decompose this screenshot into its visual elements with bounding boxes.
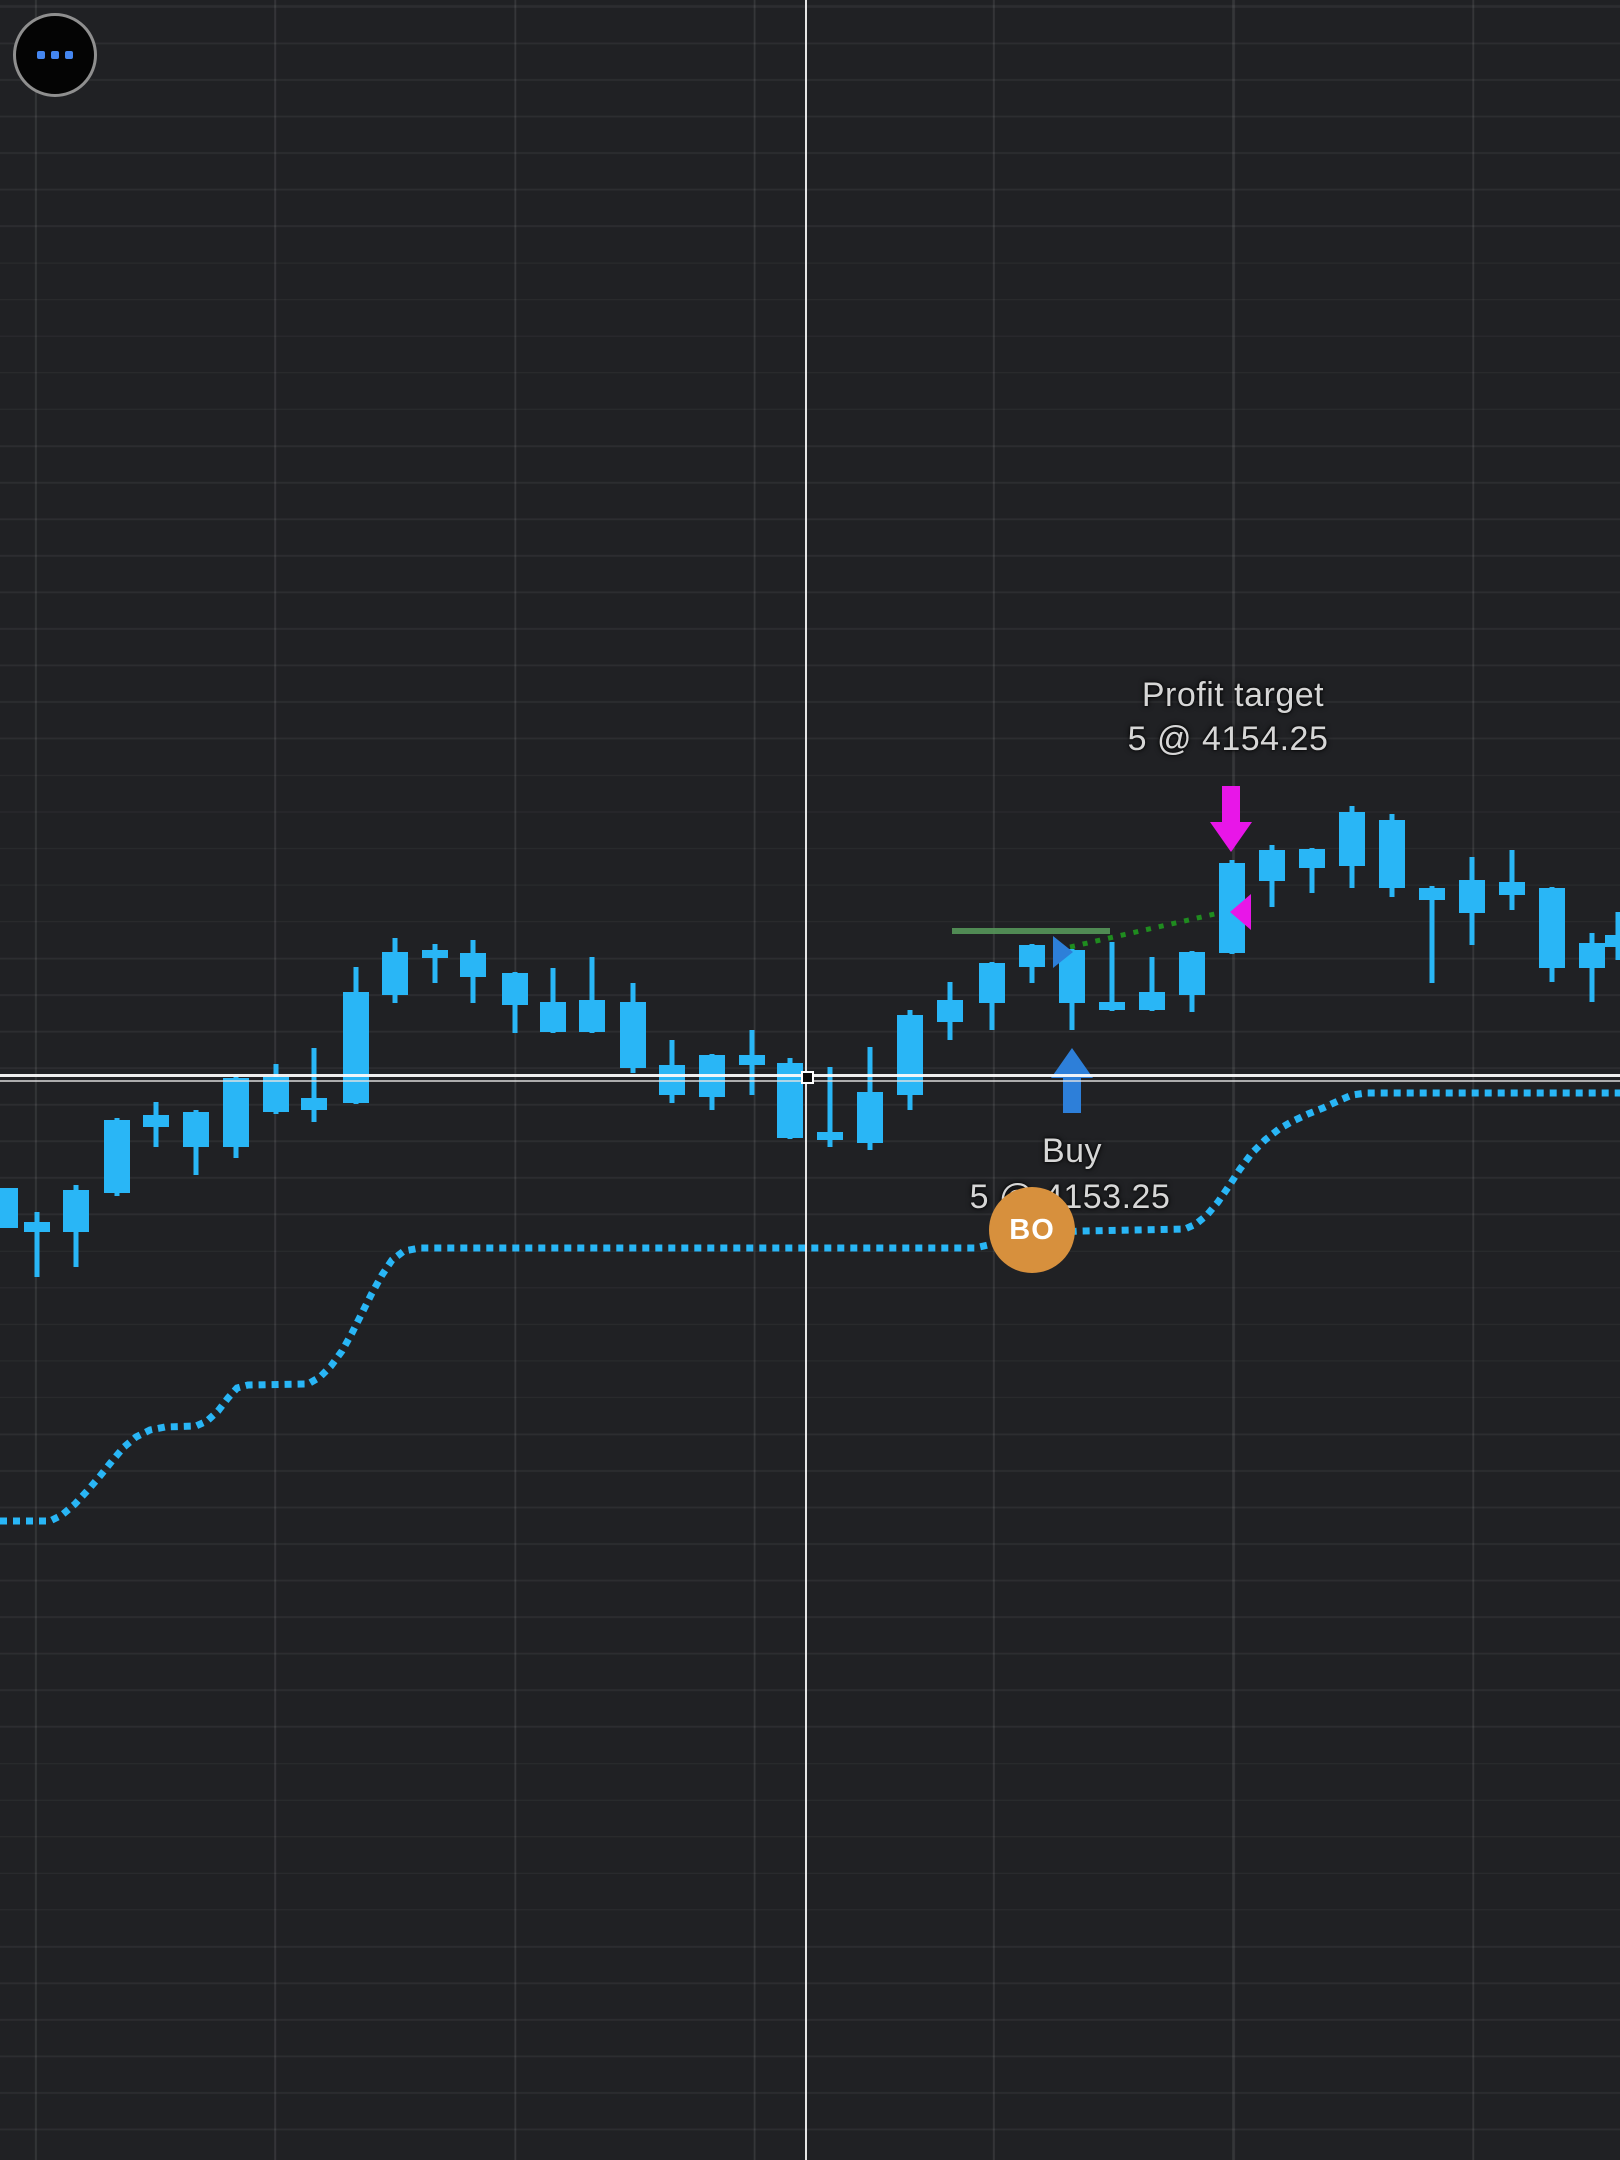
profit-target-qty-price: 5 @ 4154.25 xyxy=(1127,720,1329,758)
candle-body xyxy=(897,1015,923,1095)
buy-order-badge[interactable]: BO xyxy=(989,1187,1075,1273)
candle-body xyxy=(579,1000,605,1032)
candle-body xyxy=(63,1190,89,1232)
target-fill-triangle-left xyxy=(1230,894,1251,930)
candle-wick xyxy=(311,1048,317,1122)
candle-body xyxy=(540,1002,566,1032)
candle-wick xyxy=(1309,848,1315,893)
candle-wick xyxy=(34,1212,40,1277)
candle-body xyxy=(1539,888,1565,968)
candle-body xyxy=(1419,888,1445,900)
candle-wick xyxy=(827,1067,833,1147)
candle-body xyxy=(857,1092,883,1143)
candle-body xyxy=(817,1132,843,1140)
candle-body xyxy=(1099,1002,1125,1010)
buy-order-badge-label: BO xyxy=(1009,1213,1055,1246)
crosshair-center-marker xyxy=(801,1071,814,1084)
trailing-stop-dotted-line xyxy=(0,1089,1620,1525)
candle-wick xyxy=(432,944,438,983)
candle-body xyxy=(263,1077,289,1112)
candle-body xyxy=(1499,882,1525,895)
candle-body xyxy=(1379,820,1405,888)
ellipsis-icon xyxy=(37,51,45,59)
profit-target-arrow-down[interactable] xyxy=(1210,786,1252,852)
candle-body xyxy=(1459,880,1485,913)
ellipsis-icon xyxy=(51,51,59,59)
more-options-button[interactable] xyxy=(13,13,97,97)
candle-wick xyxy=(589,957,595,1033)
entry-triangle-right xyxy=(1053,936,1073,968)
candle-body xyxy=(979,963,1005,1003)
candle-body xyxy=(460,953,486,977)
candle-body xyxy=(143,1115,169,1127)
candle-body xyxy=(620,1002,646,1068)
candle-body xyxy=(422,950,448,958)
candle-wick xyxy=(1149,957,1155,1011)
candle-wick xyxy=(550,968,556,1033)
candle-wick xyxy=(1109,942,1115,1011)
candle-body xyxy=(183,1112,209,1147)
candle-body xyxy=(223,1078,249,1147)
candle-body xyxy=(104,1120,130,1193)
candle-body xyxy=(1299,849,1325,868)
candle-body xyxy=(1339,812,1365,866)
candle-body xyxy=(0,1188,18,1228)
candle-body xyxy=(739,1055,765,1065)
candle-body xyxy=(382,952,408,995)
candle-body xyxy=(1179,952,1205,995)
candle-wick xyxy=(1429,886,1435,983)
ellipsis-icon xyxy=(65,51,73,59)
candle-body xyxy=(24,1222,50,1232)
buy-label: Buy xyxy=(1041,1132,1103,1170)
candle-body xyxy=(502,973,528,1005)
candle-body xyxy=(1139,992,1165,1010)
green-dotted-trendline xyxy=(1069,908,1229,950)
candle-body xyxy=(301,1098,327,1110)
candle-body xyxy=(1019,945,1045,967)
candle-body xyxy=(1259,850,1285,881)
candle-body xyxy=(1579,943,1605,968)
profit-target-label: Profit target xyxy=(1141,676,1325,714)
candle-body xyxy=(937,1000,963,1022)
candle-body xyxy=(343,992,369,1103)
candle-body xyxy=(1605,935,1620,947)
candle-wick xyxy=(1509,850,1515,910)
